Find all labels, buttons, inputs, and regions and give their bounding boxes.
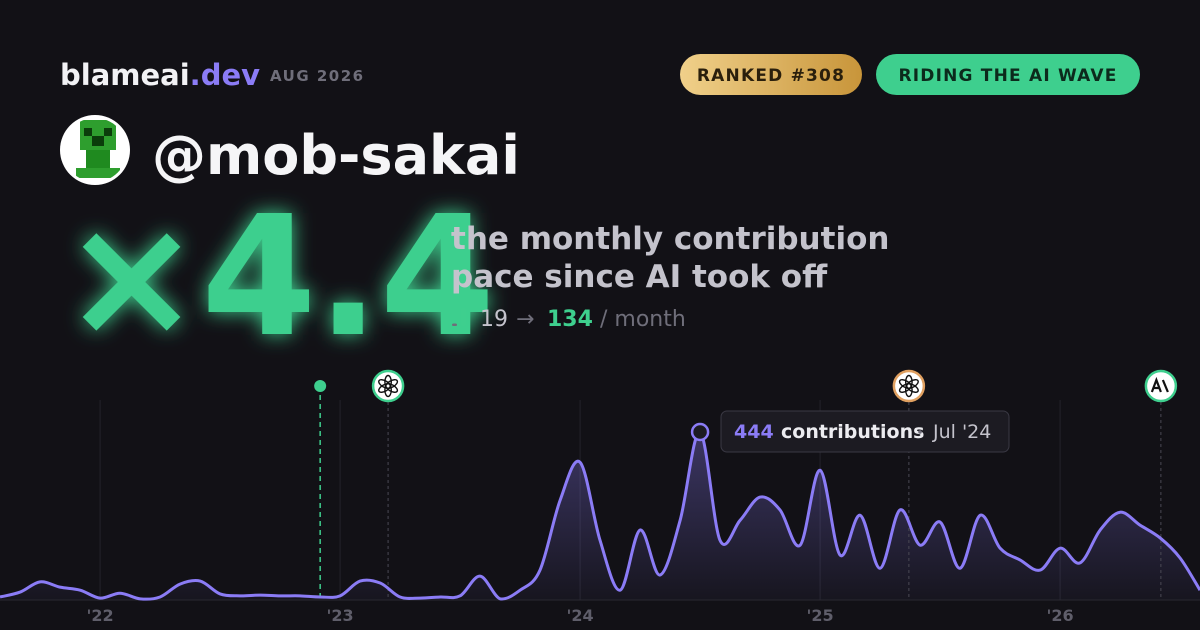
pace: 19 → 134 / month — [452, 307, 686, 332]
tooltip-unit: contributions — [781, 421, 924, 443]
event-dot — [314, 380, 327, 392]
brand-name: blameai — [60, 58, 190, 92]
x-tick-label: '22 — [86, 606, 113, 625]
tooltip: 444 contributions Jul '24 — [720, 410, 1010, 453]
rank-badge-text: RANKED #308 — [697, 66, 845, 86]
logo-petal — [378, 379, 392, 389]
logo-mark — [1150, 376, 1169, 393]
tooltip-date: Jul '24 — [932, 421, 991, 443]
pace-before: 19 — [480, 307, 508, 332]
wave-badge — [876, 54, 1140, 95]
highlight-point — [690, 422, 710, 442]
pace-bar — [461, 308, 466, 326]
pace-bar — [452, 323, 457, 326]
brand-tld: .dev — [190, 58, 260, 92]
pace-arrow: → — [516, 307, 534, 332]
avatar — [60, 115, 130, 185]
username: @mob-sakai — [152, 124, 520, 187]
tooltip-value: 444 — [734, 421, 774, 443]
event-icon — [892, 369, 926, 403]
tooltip-box — [720, 410, 1010, 453]
wave-badge-text: RIDING THE AI WAVE — [898, 66, 1117, 86]
x-tick-label: '26 — [1046, 606, 1073, 625]
area — [0, 431, 1200, 600]
x-tick-label: '24 — [566, 606, 593, 625]
event-icon — [1144, 369, 1178, 403]
brand: blameai.dev — [60, 58, 260, 92]
event-logo — [378, 374, 399, 398]
description-line: pace since AI took off — [451, 259, 828, 295]
description-line: the monthly contribution — [451, 221, 889, 257]
event-logo — [1150, 376, 1169, 393]
event-icon — [371, 369, 405, 403]
line — [0, 430, 1200, 601]
event-logo — [898, 374, 919, 398]
date: AUG 2026 — [270, 67, 365, 85]
x-tick-label: '23 — [326, 606, 353, 625]
logo-petal — [898, 379, 912, 389]
pace-unit: / month — [600, 307, 686, 332]
pace-after: 134 — [547, 307, 593, 332]
tooltip-separator — [918, 430, 922, 434]
multiplier: ×4.4 — [62, 181, 495, 374]
x-tick-label: '25 — [806, 606, 833, 625]
rank-badge — [680, 54, 862, 95]
